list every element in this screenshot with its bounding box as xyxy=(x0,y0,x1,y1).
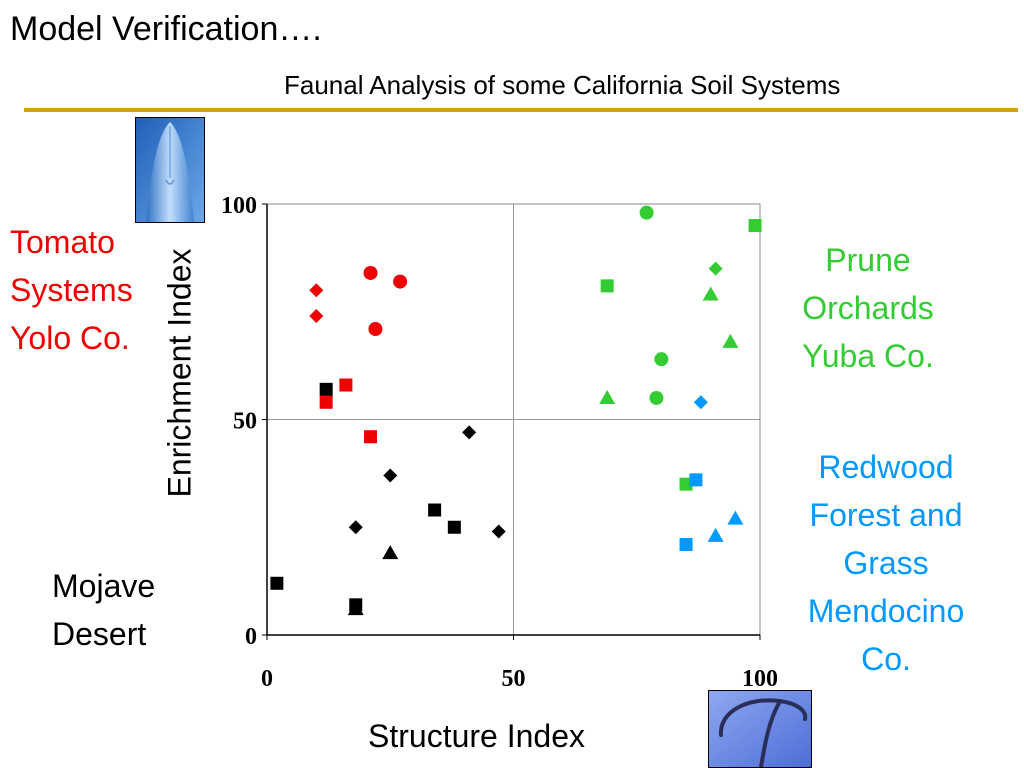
data-point-square xyxy=(339,378,353,392)
redwood-label-line: Forest and xyxy=(809,497,963,533)
prune-label-line: Yuba Co. xyxy=(802,338,934,374)
data-point-diamond xyxy=(309,283,324,298)
prune-label-line: Prune xyxy=(825,242,911,278)
data-point-square xyxy=(319,395,333,409)
data-point-triangle xyxy=(347,601,364,616)
prune-orchards-label: Prune Orchards Yuba Co. xyxy=(788,236,948,380)
mojave-desert-label: Mojave Desert xyxy=(52,562,155,658)
data-point-triangle xyxy=(707,527,724,542)
slide-subtitle: Faunal Analysis of some California Soil … xyxy=(284,70,841,100)
redwood-label-line: Redwood xyxy=(818,449,954,485)
x-axis-title: Structure Index xyxy=(368,718,585,754)
tomato-label-line: Yolo Co. xyxy=(10,320,130,356)
data-point-circle xyxy=(393,274,408,289)
data-point-square xyxy=(319,382,333,396)
redwood-label-line: Grass xyxy=(843,545,929,581)
tomato-systems-label: Tomato Systems Yolo Co. xyxy=(10,218,133,362)
y-tick-label: 0 xyxy=(245,624,257,650)
mojave-label-line: Desert xyxy=(52,616,147,652)
x-tick-label: 100 xyxy=(742,666,778,692)
data-point-square xyxy=(270,576,284,590)
data-point-square xyxy=(748,219,762,233)
nematode-body-image xyxy=(709,691,811,767)
data-point-square xyxy=(447,520,461,534)
prune-label-line: Orchards xyxy=(802,290,934,326)
redwood-label-line: Mendocino xyxy=(807,593,965,629)
data-point-diamond xyxy=(348,520,363,535)
slide-title: Model Verification…. xyxy=(10,10,322,48)
data-point-circle xyxy=(649,390,664,405)
mojave-label-line: Mojave xyxy=(52,568,156,604)
data-point-diamond xyxy=(383,468,398,483)
data-point-diamond xyxy=(309,309,324,324)
data-point-triangle xyxy=(727,510,744,525)
tomato-label-line: Tomato xyxy=(10,224,115,260)
y-tick-label: 50 xyxy=(233,409,257,435)
nematode-head-image xyxy=(136,118,204,222)
data-point-triangle xyxy=(722,333,739,348)
x-tick-label: 50 xyxy=(502,666,526,692)
y-axis-title: Enrichment Index xyxy=(161,248,198,498)
data-point-triangle xyxy=(382,545,399,560)
data-point-circle xyxy=(654,352,669,367)
nematode-head-photo xyxy=(135,117,205,223)
nematode-body-photo xyxy=(708,690,812,768)
data-point-circle xyxy=(363,265,378,280)
redwood-label-line: Co. xyxy=(861,641,911,677)
y-tick-label: 100 xyxy=(221,193,257,219)
data-point-square xyxy=(364,430,378,444)
data-point-diamond xyxy=(693,395,708,410)
redwood-forest-label: Redwood Forest and Grass Mendocino Co. xyxy=(786,443,986,683)
x-tick-label: 0 xyxy=(261,666,273,692)
data-point-triangle xyxy=(702,286,719,301)
data-point-square xyxy=(428,503,442,517)
data-point-square xyxy=(600,279,614,293)
data-point-diamond xyxy=(491,524,506,539)
data-point-triangle xyxy=(599,389,616,404)
data-point-diamond xyxy=(708,261,723,276)
data-point-square xyxy=(689,473,703,487)
data-point-circle xyxy=(639,205,654,220)
data-point-diamond xyxy=(462,425,477,440)
data-point-circle xyxy=(368,321,383,336)
data-point-square xyxy=(679,477,693,491)
tomato-label-line: Systems xyxy=(10,272,133,308)
data-point-square xyxy=(679,537,693,551)
title-divider xyxy=(24,108,1018,112)
